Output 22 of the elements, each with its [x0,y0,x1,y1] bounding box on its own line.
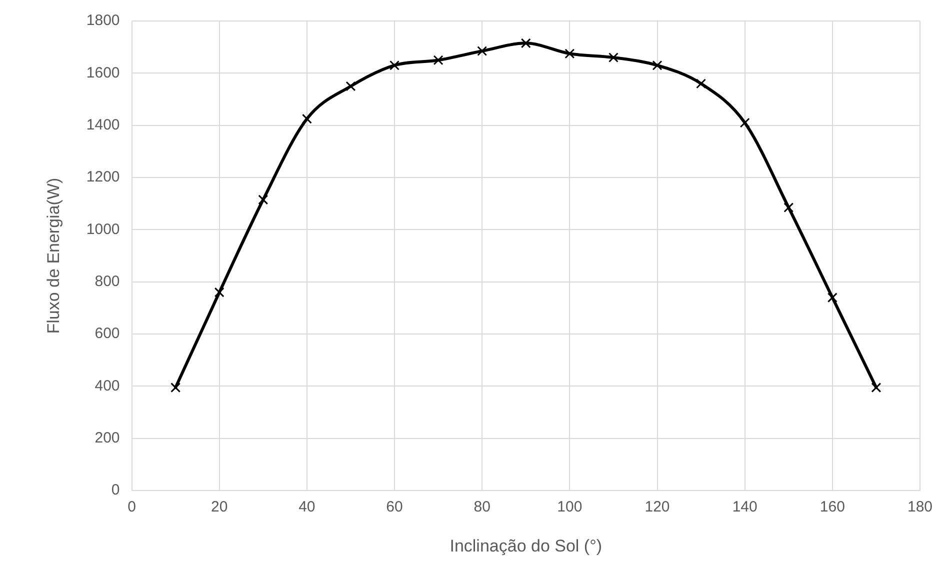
y-tick-label: 1400 [86,116,120,134]
y-tick-label: 600 [94,325,120,342]
x-tick-label: 100 [557,498,582,516]
x-tick-label: 120 [644,498,670,516]
x-tick-label: 180 [907,498,933,516]
x-tick-label: 140 [732,498,758,516]
y-tick-label: 0 [111,482,120,499]
y-tick-label: 1000 [86,220,120,238]
y-axis-title: Fluxo de Energia(W) [44,178,63,334]
y-tick-label: 800 [94,273,120,290]
y-tick-label: 1200 [86,168,120,186]
x-tick-label: 160 [820,498,845,516]
x-tick-label: 0 [128,498,136,516]
y-tick-label: 1800 [86,12,120,30]
x-tick-label: 60 [386,498,403,516]
x-tick-label: 80 [474,498,490,516]
y-tick-label: 400 [94,377,120,394]
y-tick-label: 200 [94,430,120,447]
x-tick-label: 40 [298,498,316,516]
x-axis-title: Inclinação do Sol (°) [450,536,602,556]
y-tick-label: 1600 [86,64,120,82]
x-tick-label: 20 [211,498,228,516]
